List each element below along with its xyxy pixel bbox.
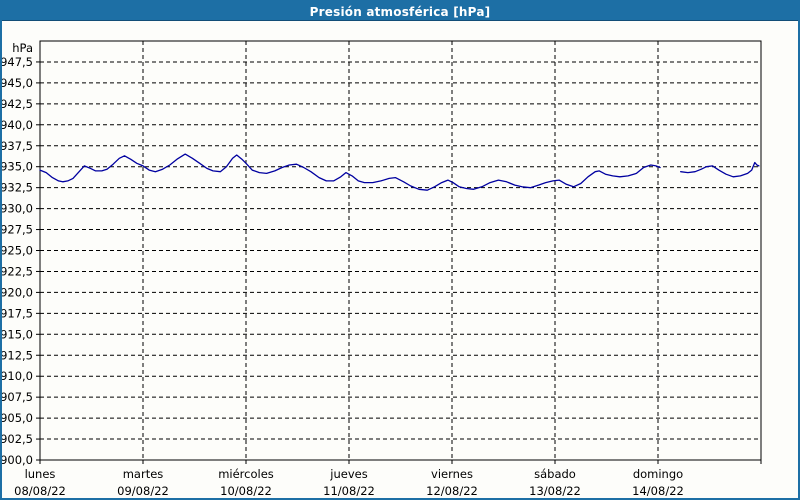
x-axis-day-date: 14/08/22 [632,484,684,498]
y-axis-label: 922,5 [2,264,33,278]
x-axis-day-date: 10/08/22 [220,484,272,498]
pressure-chart: 947,5 945,0 942,5 940,0 937,5 935,0 932,5 930,0… [2,40,762,498]
y-axis-label: 945,0 [2,76,33,90]
y-axis-label: 920,0 [2,285,33,299]
y-axis-label: 912,5 [2,348,33,362]
x-axis-day-date: 11/08/22 [323,484,375,498]
y-axis-label: 927,5 [2,223,33,237]
x-axis-day-name: miércoles [218,467,274,481]
x-axis-day-date: 13/08/22 [529,484,581,498]
y-axis-label: 935,0 [2,160,33,174]
y-axis-unit-label: hPa [12,41,33,55]
x-axis-day-date: 08/08/22 [14,484,66,498]
y-axis-label: 905,0 [2,411,33,425]
y-axis-label: 910,0 [2,369,33,383]
y-axis-label: 947,5 [2,55,33,69]
y-axis-label: 915,0 [2,327,33,341]
x-axis-day-date: 09/08/22 [117,484,169,498]
y-axis-label: 902,5 [2,432,33,446]
pressure-line [39,153,661,191]
x-axis-day-name: jueves [329,467,367,481]
x-axis-day-name: domingo [633,467,683,481]
plot-border [39,40,762,461]
y-axis-label: 925,0 [2,244,33,258]
x-axis-day-name: lunes [25,467,56,481]
y-axis-label: 900,0 [2,453,33,467]
y-axis-label: 940,0 [2,118,33,132]
pressure-line [680,161,760,178]
y-axis-label: 930,0 [2,202,33,216]
y-axis-label: 942,5 [2,97,33,111]
y-axis-label: 917,5 [2,306,33,320]
title-bar: Presión atmosférica [hPa] [2,2,798,21]
x-axis-day-name: viernes [431,467,473,481]
y-axis-label: 937,5 [2,139,33,153]
chart-title: Presión atmosférica [hPa] [309,5,491,19]
x-axis-day-date: 12/08/22 [426,484,478,498]
y-axis-label: 907,5 [2,390,33,404]
x-axis-day-name: martes [123,467,164,481]
x-axis-day-name: sábado [534,467,576,481]
y-axis-label: 932,5 [2,181,33,195]
